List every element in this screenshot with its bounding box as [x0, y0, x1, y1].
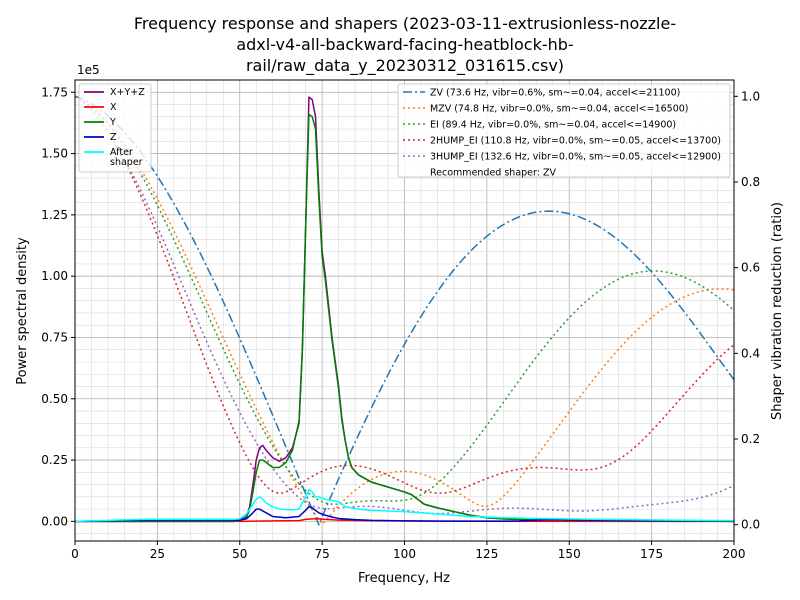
x-tick-label: 75 — [314, 547, 329, 561]
y2-tick-label: 0.4 — [741, 346, 760, 360]
legend-psd-label: shaper — [110, 157, 143, 168]
shaper-lines — [74, 95, 735, 527]
y-tick-label: 1.50 — [41, 147, 68, 161]
y2-tick-label: 0.2 — [741, 432, 760, 446]
psd-line-3 — [74, 505, 735, 523]
legend-shaper-label: 3HUMP_EI (132.6 Hz, vibr=0.0%, sm~=0.05,… — [430, 152, 721, 163]
shaper-line-mzv — [74, 95, 735, 525]
legend-shapers-frame — [397, 83, 731, 178]
y-tick-label: 0.00 — [41, 514, 68, 528]
title-line-1: Frequency response and shapers (2023-03-… — [134, 14, 676, 33]
legend-psd-label: Z — [110, 132, 117, 143]
legend-psd-label: X+Y+Z — [110, 87, 145, 98]
y2-tick-label: 0.0 — [741, 518, 760, 532]
psd-line-4 — [74, 488, 735, 523]
x-tick-label: 125 — [475, 547, 498, 561]
y-tick-label: 0.50 — [41, 392, 68, 406]
y-scale-label: 1e5 — [77, 63, 100, 77]
legend-shaper-label: MZV (74.8 Hz, vibr=0.0%, sm~=0.04, accel… — [430, 104, 689, 115]
legend-shapers: ZV (73.6 Hz, vibr=0.6%, sm~=0.04, accel<… — [397, 83, 731, 179]
chart-title: Frequency response and shapers (2023-03-… — [134, 14, 676, 76]
y-tick-label: 1.00 — [41, 269, 68, 283]
shaper-line-3hump-ei — [74, 95, 735, 515]
x-tick-label: 200 — [723, 547, 746, 561]
y-axis-label: Power spectral density — [15, 237, 30, 385]
shaper-line-2hump-ei — [74, 95, 735, 494]
x-tick-label: 0 — [71, 547, 79, 561]
title-line-3: rail/raw_data_y_20230312_031615.csv) — [246, 56, 564, 76]
recommended-shaper: Recommended shaper: ZV — [430, 168, 556, 179]
shaper-line-zv — [74, 95, 735, 527]
legend-shaper-label: ZV (73.6 Hz, vibr=0.6%, sm~=0.04, accel<… — [430, 88, 680, 99]
y-tick-label: 1.75 — [41, 85, 68, 99]
y2-axis-label: Shaper vibration reduction (ratio) — [770, 202, 785, 420]
y2-tick-label: 1.0 — [741, 89, 760, 103]
y-tick-label: 0.25 — [41, 453, 68, 467]
legend-shaper-label: 2HUMP_EI (110.8 Hz, vibr=0.0%, sm~=0.05,… — [430, 136, 721, 147]
legend-psd-frame — [78, 83, 152, 173]
title-line-2: adxl-v4-all-backward-facing-heatblock-hb… — [236, 35, 573, 54]
legend-psd-label: Y — [109, 117, 116, 128]
x-tick-label: 175 — [640, 547, 663, 561]
x-tick-label: 100 — [393, 547, 416, 561]
x-tick-label: 50 — [232, 547, 247, 561]
y2-tick-label: 0.6 — [741, 261, 760, 275]
y2-tick-label: 0.8 — [741, 175, 760, 189]
psd-lines — [74, 96, 735, 523]
axis-ticks: 0 25 50 75 100 125 150 175 200 0.00 0.25 0.50 0.75 1.… — [41, 85, 760, 561]
x-tick-label: 25 — [150, 547, 165, 561]
y-tick-label: 0.75 — [41, 330, 68, 344]
x-tick-label: 150 — [558, 547, 581, 561]
legend-psd-label: After — [110, 147, 133, 158]
legend-shaper-label: EI (89.4 Hz, vibr=0.0%, sm~=0.04, accel<… — [430, 120, 676, 131]
legend-psd-label: X — [110, 102, 117, 113]
psd-line-2 — [75, 113, 735, 523]
y-tick-label: 1.25 — [41, 208, 68, 222]
x-axis-label: Frequency, Hz — [358, 571, 450, 586]
